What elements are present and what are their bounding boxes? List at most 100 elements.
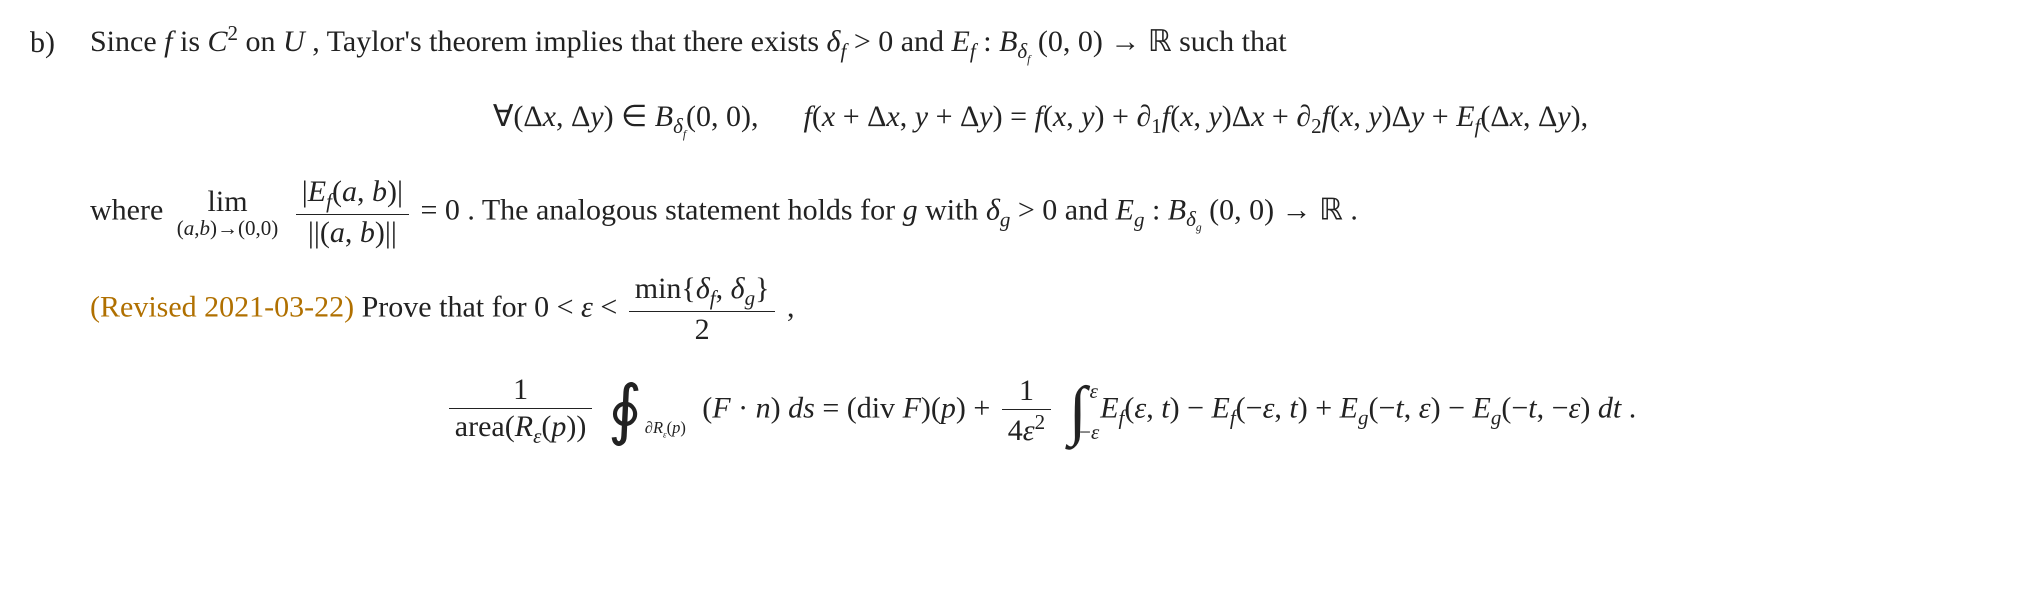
math-var: y — [979, 100, 992, 133]
math-text: )| — [387, 175, 403, 208]
fraction-numerator: 1 — [449, 372, 593, 409]
math-var-p: p — [941, 392, 956, 425]
text: Since — [90, 25, 164, 58]
math-text: } — [755, 272, 769, 305]
math-var: x — [543, 100, 556, 133]
math-text: , — [357, 175, 372, 208]
math-text: − — [1448, 392, 1472, 425]
math-var-C: C — [208, 25, 228, 58]
math-text: (0, 0), — [686, 100, 758, 133]
math-text: , — [900, 100, 915, 133]
math-text: , — [1193, 100, 1208, 133]
math-var-U: U — [283, 25, 305, 58]
math-text: , Δ — [1523, 100, 1557, 133]
fraction-denominator: 2 — [629, 312, 776, 348]
math-sub: f — [840, 39, 846, 63]
math-text: )Δ — [1382, 100, 1411, 133]
math-op-partial: ∂ — [1296, 100, 1311, 133]
math-var: δ — [1017, 39, 1027, 63]
math-sup: 2 — [1035, 410, 1046, 434]
math-text: , — [1404, 392, 1419, 425]
math-var: p — [551, 410, 566, 443]
math-var-delta: δ — [986, 193, 1000, 226]
text: such that — [1179, 25, 1286, 58]
problem-item: b) Since f is C2 on U , Taylor's theorem… — [0, 0, 2021, 500]
math-text: ) — [956, 392, 966, 425]
math-text: + — [1315, 392, 1339, 425]
math-var-delta: δ — [827, 25, 841, 58]
math-var-F: F — [903, 392, 921, 425]
math-var: d — [788, 392, 803, 425]
math-text: ) — [771, 392, 789, 425]
display-equation-taylor: ∀(Δx, Δy) ∈ Bδf(0, 0), f(x + Δx, y + Δy)… — [90, 94, 1991, 145]
math-var: x — [1053, 100, 1066, 133]
math-var: x — [822, 100, 835, 133]
display-equation-flux: 1 area(Rε(p)) ∮ ∂Rε(p) (F · n) ds = (div… — [90, 372, 1991, 449]
math-var: d — [1598, 392, 1613, 425]
math-bb-R: ℝ — [1319, 193, 1343, 226]
fraction-one-over-4eps2: 1 4ε2 — [1002, 373, 1051, 449]
math-text: , Δ — [556, 100, 590, 133]
math-text: (− — [1501, 392, 1528, 425]
math-text: , — [345, 216, 360, 249]
revised-paragraph: (Revised 2021-03-22) Prove that for 0 < … — [90, 271, 1991, 348]
math-subsub: f — [1027, 54, 1030, 66]
problem-content: Since f is C2 on U , Taylor's theorem im… — [90, 18, 1991, 480]
math-text: 4 — [1008, 414, 1023, 447]
text: → — [1282, 193, 1320, 226]
math-text: ), — [1571, 100, 1589, 133]
text: with — [925, 193, 986, 226]
math-var-B: B — [999, 25, 1017, 58]
math-text: (− — [1369, 392, 1396, 425]
math-text: ( — [1170, 100, 1180, 133]
oint-subscript: ∂Rε(p) — [645, 418, 686, 437]
math-text: ( — [812, 100, 822, 133]
math-var: E — [308, 175, 326, 208]
math-sub: f — [970, 39, 976, 63]
fraction-one-over-area: 1 area(Rε(p)) — [449, 372, 593, 449]
math-sub: g — [1491, 406, 1502, 430]
math-var: R — [653, 418, 663, 437]
math-var: t — [1528, 392, 1536, 425]
math-var: x — [886, 100, 899, 133]
spacer — [766, 100, 796, 133]
text: Prove that for 0 < — [362, 291, 581, 324]
math-text: )) — [566, 410, 586, 443]
math-text: )→(0,0) — [210, 216, 278, 240]
math-text: ∀(Δ — [493, 100, 543, 133]
oint-icon: ∮ — [608, 378, 642, 444]
math-var: s — [803, 392, 815, 425]
text: . The analogous statement holds for — [467, 193, 902, 226]
text: is — [180, 25, 208, 58]
math-text: ( — [1124, 392, 1134, 425]
math-var: b — [372, 175, 387, 208]
math-sub: 2 — [1311, 114, 1322, 138]
fraction-min-delta: min{δf, δg} 2 — [629, 271, 776, 348]
math-sub: δg — [1186, 207, 1202, 231]
math-text: ) — [1170, 392, 1180, 425]
math-text: ) — [1431, 392, 1441, 425]
math-var: t — [1161, 392, 1169, 425]
math-text: )Δ — [1222, 100, 1251, 133]
math-var: δ — [731, 272, 745, 305]
integral-lower: −ε — [1079, 417, 1099, 449]
math-var: δ — [673, 114, 683, 138]
contour-integral: ∮ ∂Rε(p) — [608, 378, 691, 444]
math-text: )|| — [375, 216, 397, 249]
math-text: ) — [1298, 392, 1308, 425]
math-var-f: f — [1035, 100, 1043, 133]
text: : — [983, 25, 999, 58]
math-text: − — [1187, 392, 1211, 425]
math-var: a — [330, 216, 345, 249]
math-text: ( — [702, 392, 712, 425]
text: → — [1110, 25, 1148, 58]
math-var: x — [1340, 100, 1353, 133]
math-var: δ — [696, 272, 710, 305]
integral-upper: ε — [1090, 376, 1098, 408]
math-text: + Δ — [928, 100, 979, 133]
math-text: min{ — [635, 272, 696, 305]
math-var-eps: ε — [581, 291, 593, 324]
math-var: b — [360, 216, 375, 249]
math-text: = 0 — [420, 193, 459, 226]
math-text: (0, 0) — [1038, 25, 1103, 58]
